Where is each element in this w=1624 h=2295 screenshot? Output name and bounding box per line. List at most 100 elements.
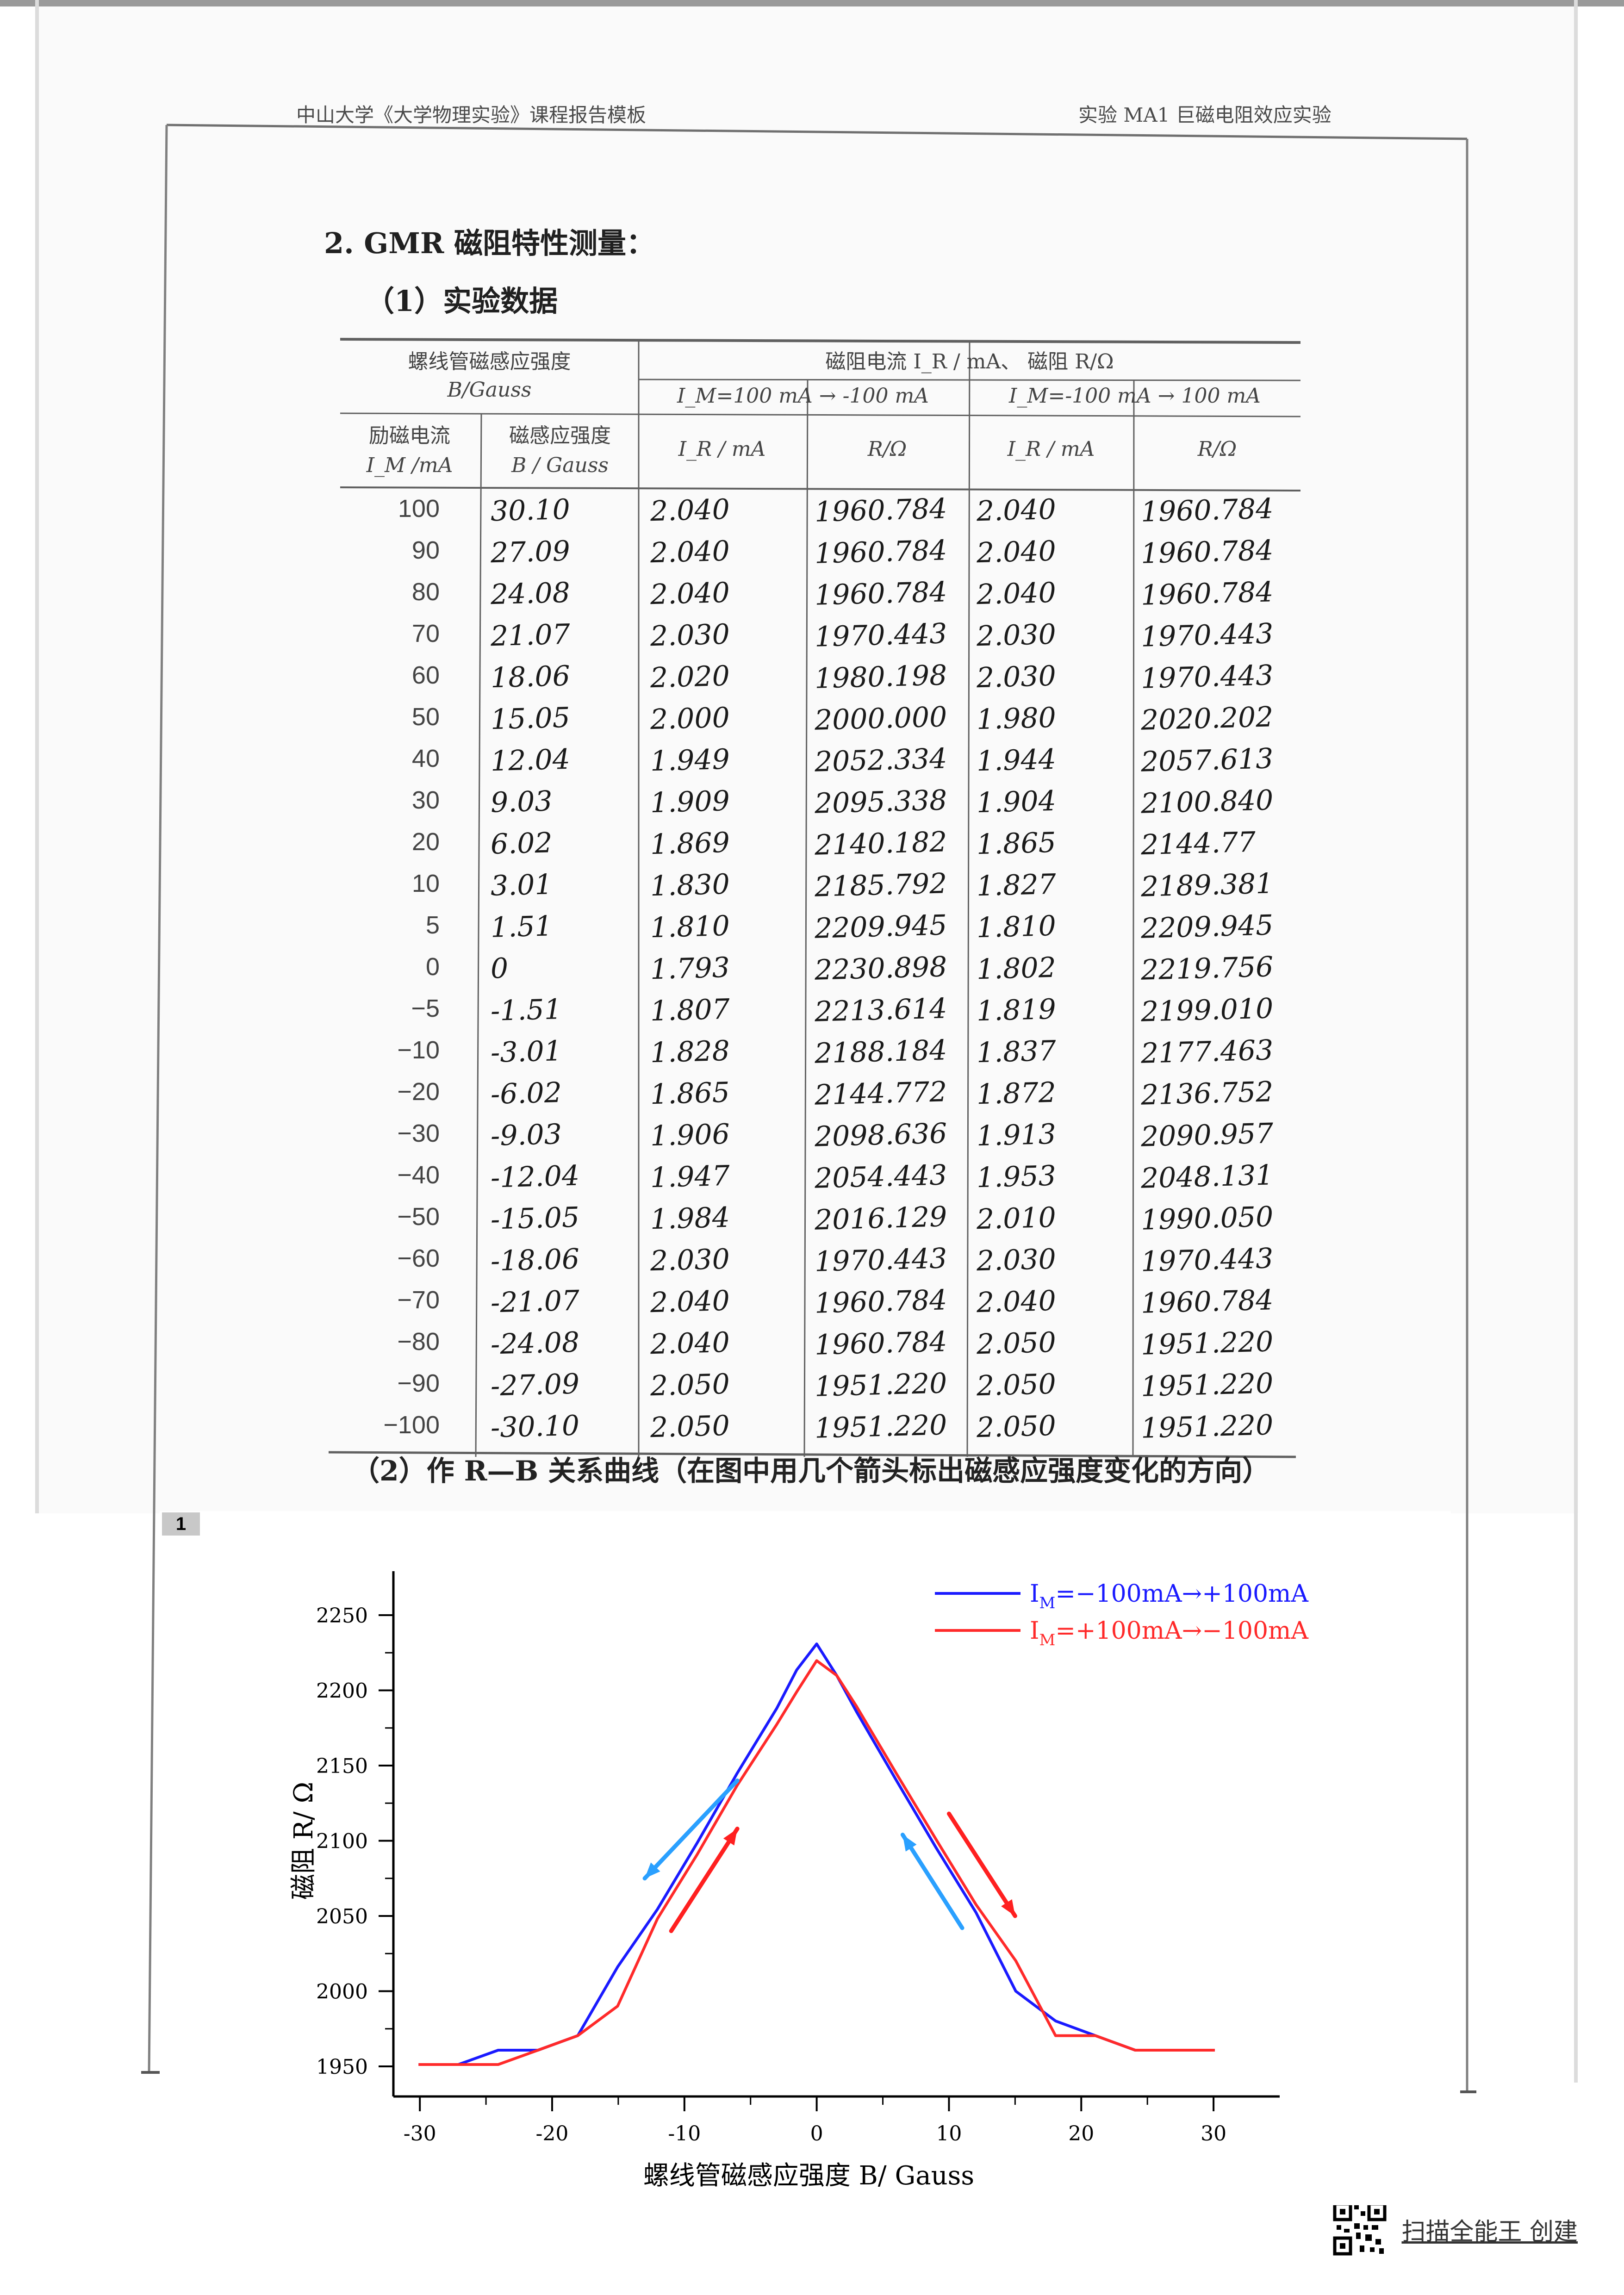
cell-im-row-22: −100 [383,1411,440,1439]
cell-ir-a-row-14: 1.865 [650,1076,730,1111]
header-measurement-group: 磁阻电流 I_R / mA、 磁阻 R/Ω [825,350,1114,373]
cell-b-row-19: -21.07 [490,1284,580,1319]
cell-r-a-row-2: 1960.784 [814,576,948,612]
running-header-right: 实验 MA1 巨磁电阻效应实验 [1078,104,1332,126]
cell-r-a-row-10: 2209.945 [814,909,948,945]
cell-r-a-row-7: 2095.338 [814,784,948,820]
cell-ir-a-row-10: 1.810 [650,909,730,945]
cell-r-b-row-17: 1990.050 [1140,1200,1274,1237]
cell-im-row-7: 30 [411,786,440,814]
cell-im-row-18: −60 [397,1244,440,1272]
x-tick-label-1: -20 [536,2122,569,2146]
r-b-chart: 1950 2000 2050 2100 2150 2200 2250 -30 -20 -10 0 10… [289,1571,1309,2191]
plot-caption: （2）作 R—B 关系曲线（在图中用几个箭头标出磁感应强度变化的方向） [352,1455,1270,1487]
cell-im-row-9: 10 [411,870,440,897]
y-tick-label-5: 2200 [316,1679,368,1703]
cell-r-a-row-22: 1951.220 [814,1409,948,1445]
x-tick-label-6: 30 [1201,2122,1226,2146]
cell-ir-b-row-12: 1.819 [976,993,1057,1028]
header-b-line1: 磁感应强度 [509,424,611,448]
cell-im-row-2: 80 [411,578,440,606]
cell-r-b-row-6: 2057.613 [1140,742,1274,778]
cell-r-a-row-15: 2098.636 [814,1117,948,1153]
figure-badge: 1 [162,1512,200,1536]
cell-b-row-2: 24.08 [490,576,571,611]
cell-ir-b-row-1: 2.040 [976,535,1057,570]
cell-r-a-row-9: 2185.792 [814,867,948,903]
subsection-title: （1）实验数据 [366,284,558,318]
direction-arrow-3 [946,1811,1017,1918]
cell-im-row-14: −20 [397,1078,440,1106]
cell-ir-a-row-8: 1.869 [650,826,730,861]
cell-r-b-row-10: 2209.945 [1140,909,1274,945]
cell-b-row-22: -30.10 [490,1409,580,1444]
cell-ir-a-row-9: 1.830 [650,868,730,903]
cell-b-row-8: 6.02 [490,827,553,861]
header-ir-b: I_R / mA [1007,437,1095,461]
cell-r-b-row-12: 2199.010 [1140,992,1274,1028]
cell-r-b-row-21: 1951.220 [1140,1367,1274,1403]
series-line-0 [418,1642,1215,2066]
cell-im-row-12: −5 [411,995,440,1022]
cell-r-a-row-8: 2140.182 [814,826,948,862]
header-direction-b: I_M=-100 mA → 100 mA [1009,384,1261,408]
cell-im-row-10: 5 [425,911,440,939]
cell-r-b-row-2: 1960.784 [1140,576,1274,612]
cell-ir-a-row-17: 1.984 [650,1201,730,1236]
cell-im-row-15: −30 [397,1120,440,1147]
cell-r-b-row-0: 1960.784 [1140,492,1274,529]
y-tick-label-3: 2100 [316,1830,368,1853]
y-tick-label-4: 2150 [316,1754,368,1778]
y-tick-label-1: 2000 [316,1980,368,2004]
cell-ir-b-row-3: 2.030 [976,618,1057,653]
cell-b-row-5: 15.05 [490,701,571,736]
x-axis-label: 螺线管磁感应强度 B/ Gauss [643,2161,974,2191]
cell-ir-a-row-11: 1.793 [650,951,730,986]
cell-r-b-row-20: 1951.220 [1140,1325,1274,1362]
cell-r-b-row-9: 2189.381 [1140,867,1274,903]
cell-im-row-3: 70 [411,620,440,647]
cell-b-row-10: 1.51 [490,910,553,944]
cell-r-b-row-18: 1970.443 [1140,1242,1274,1278]
direction-arrow-0 [642,1779,740,1881]
cell-im-row-21: −90 [397,1369,440,1397]
cell-ir-a-row-18: 2.030 [650,1243,730,1278]
cell-ir-b-row-18: 2.030 [976,1243,1057,1278]
cell-b-row-21: -27.09 [490,1368,580,1403]
cell-r-b-row-14: 2136.752 [1140,1076,1274,1112]
cell-ir-a-row-5: 2.000 [650,701,730,736]
header-direction-a: I_M=100 mA → -100 mA [677,384,929,408]
cell-r-a-row-3: 1970.443 [814,617,948,653]
header-im-line2: I_M /mA [366,454,453,477]
y-tick-label-2: 2050 [316,1905,368,1928]
x-tick-label-5: 20 [1068,2122,1094,2146]
cell-ir-b-row-20: 2.050 [976,1326,1057,1361]
cell-ir-b-row-15: 1.913 [976,1118,1057,1153]
cell-im-row-4: 60 [411,661,440,689]
cell-im-row-20: −80 [397,1328,440,1356]
cell-ir-b-row-11: 1.802 [976,951,1057,986]
cell-r-a-row-17: 2016.129 [814,1200,948,1237]
cell-b-row-9: 3.01 [490,868,553,902]
cell-b-row-1: 27.09 [490,535,571,570]
cell-ir-b-row-10: 1.810 [976,909,1057,945]
cell-im-row-0: 100 [398,495,440,522]
cell-r-a-row-6: 2052.334 [814,742,948,778]
cell-r-b-row-7: 2100.840 [1140,784,1274,820]
cell-r-b-row-22: 1951.220 [1140,1409,1274,1445]
cell-ir-a-row-13: 1.828 [650,1034,730,1070]
cell-ir-a-row-0: 2.040 [650,493,730,528]
cell-im-row-8: 20 [411,828,440,856]
x-tick-label-0: -30 [404,2122,436,2146]
x-tick-label-2: -10 [668,2122,701,2146]
cell-ir-a-row-16: 1.947 [650,1159,730,1194]
cell-ir-b-row-0: 2.040 [976,493,1057,528]
header-field-group-line2: B/Gauss [447,378,532,402]
direction-arrowhead-0 [645,1862,660,1878]
cell-ir-b-row-7: 1.904 [976,784,1057,820]
cell-im-row-13: −10 [397,1036,440,1064]
cell-ir-a-row-1: 2.040 [650,535,730,570]
cell-ir-b-row-22: 2.050 [976,1409,1057,1444]
qr-code-icon [1333,2202,1387,2256]
cell-ir-b-row-21: 2.050 [976,1368,1057,1403]
